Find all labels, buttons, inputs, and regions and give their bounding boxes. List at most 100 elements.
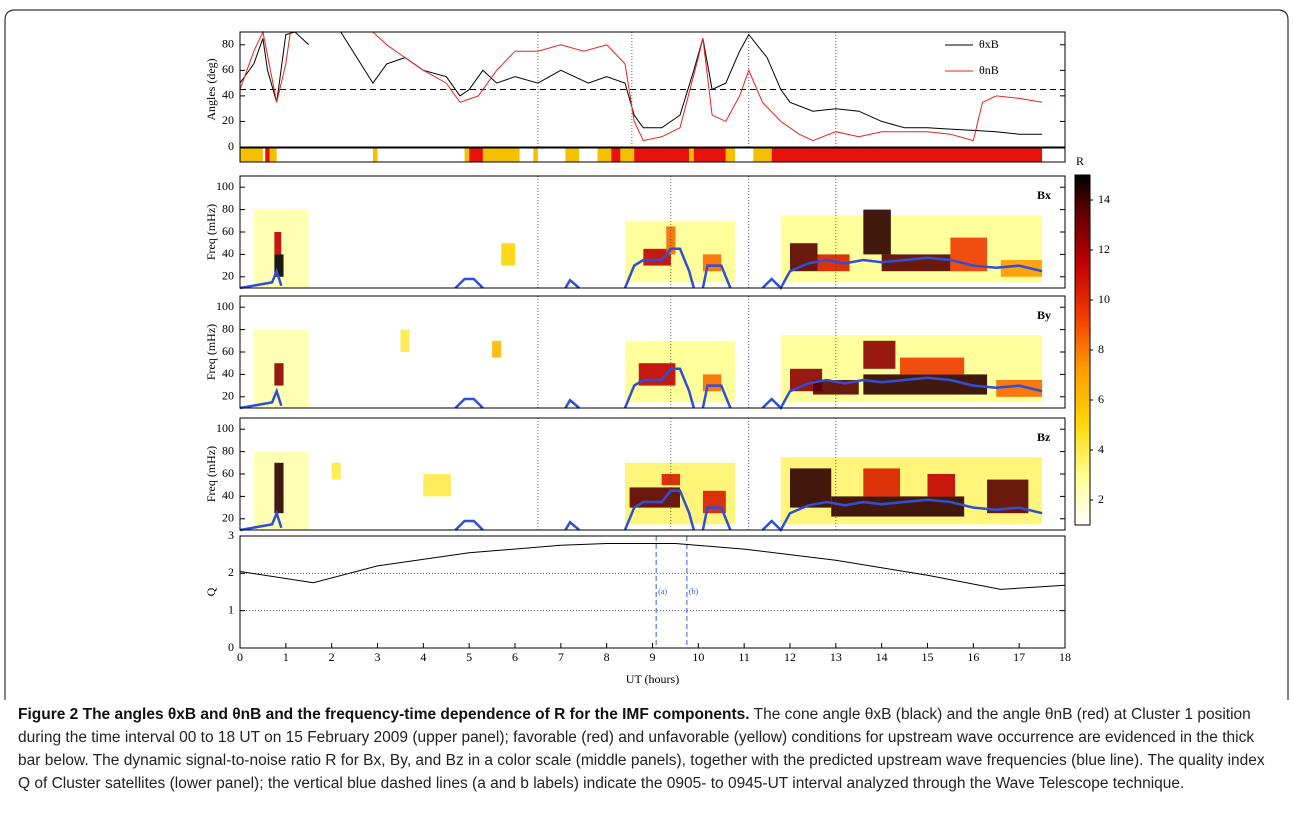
plot-frame <box>239 147 1066 163</box>
lines <box>240 489 1043 533</box>
heat-cell <box>666 226 676 255</box>
condition-segment <box>533 148 538 162</box>
series-line <box>240 31 1043 135</box>
colorbar-label: R <box>1076 154 1084 168</box>
y-tick-label: 80 <box>222 37 234 51</box>
heat-cell <box>863 209 891 255</box>
colorbar-tick-label: 10 <box>1098 292 1110 306</box>
x-tick-label: 18 <box>1059 650 1071 664</box>
heat-cell <box>492 340 502 358</box>
y-axis-label: Angles (deg) <box>204 58 218 120</box>
lines <box>240 543 1065 590</box>
condition-segment <box>265 148 270 162</box>
colorbar-tick-label: 4 <box>1098 442 1104 456</box>
y-axis-label: Freq (mHz) <box>204 324 218 380</box>
x-tick-label: 10 <box>692 650 704 664</box>
heat-cell <box>863 374 988 395</box>
x-tick-label: 2 <box>329 650 335 664</box>
condition-segment <box>689 148 694 162</box>
heat-cell <box>790 243 818 272</box>
component-label: Bz <box>1037 430 1051 444</box>
series-line <box>240 543 1065 590</box>
y-tick-label: 20 <box>222 269 234 283</box>
heat-cell <box>831 496 965 517</box>
x-tick-label: 13 <box>830 650 842 664</box>
y-tick-label: 40 <box>222 88 234 102</box>
lines <box>240 247 1043 291</box>
x-tick-label: 4 <box>420 650 426 664</box>
colorbar-tick-label: 8 <box>1098 342 1104 356</box>
y-tick-label: 2 <box>228 565 234 579</box>
heat-cell <box>863 468 900 497</box>
x-tick-label: 15 <box>922 650 934 664</box>
heat-cell <box>927 474 955 497</box>
heat-cell <box>638 363 676 386</box>
condition-segment <box>771 148 1043 162</box>
y-tick-label: 60 <box>222 62 234 76</box>
caption-text: The cone angle θxB (black) and the angle… <box>18 706 1265 792</box>
x-tick-label: 11 <box>738 650 750 664</box>
condition-segment <box>240 148 263 162</box>
heat-cell <box>996 380 1043 397</box>
y-tick-label: 40 <box>222 366 234 380</box>
heat-cell <box>817 254 850 272</box>
y-tick-label: 60 <box>222 224 234 238</box>
y-tick-label: 20 <box>222 113 234 127</box>
plot-frame <box>239 535 1066 649</box>
heat-cell <box>881 254 951 272</box>
interval-label: (b) <box>689 587 699 596</box>
condition-segment <box>753 148 772 162</box>
y-tick-label: 80 <box>222 321 234 335</box>
y-tick-label: 3 <box>228 528 234 542</box>
y-tick-label: 80 <box>222 443 234 457</box>
heat-cell <box>400 329 410 352</box>
condition-segment <box>464 148 470 162</box>
heat-cell <box>1000 260 1043 277</box>
y-tick-label: 60 <box>222 466 234 480</box>
heat-cell <box>900 357 965 375</box>
condition-segment <box>634 148 690 162</box>
heat-cell <box>423 474 451 497</box>
x-axis-label: UT (hours) <box>626 672 679 686</box>
y-tick-label: 1 <box>228 602 234 616</box>
condition-segment <box>611 148 621 162</box>
colorbar <box>1074 174 1091 526</box>
condition-segment <box>693 148 726 162</box>
x-tick-label: 8 <box>604 650 610 664</box>
heat-cell <box>274 462 284 514</box>
colorbar-tick-label: 14 <box>1098 192 1110 206</box>
x-tick-label: 1 <box>283 650 289 664</box>
caption: Figure 2 The angles θxB and θnB and the … <box>18 703 1280 795</box>
x-tick-label: 7 <box>558 650 564 664</box>
x-tick-label: 12 <box>784 650 796 664</box>
lines <box>240 30 1043 142</box>
heat-cell <box>863 340 896 369</box>
plot-frame <box>239 31 1066 148</box>
caption-title: Figure 2 The angles θxB and θnB and the … <box>18 706 750 723</box>
x-tick-label: 17 <box>1013 650 1025 664</box>
colorbar-tick-label: 2 <box>1098 492 1104 506</box>
heat-cell <box>331 462 341 480</box>
heat-cell <box>790 468 832 508</box>
colorbar-tick-label: 12 <box>1098 242 1110 256</box>
heat-cell <box>274 232 282 255</box>
series-line <box>240 489 1043 533</box>
y-tick-label: 100 <box>216 179 234 193</box>
condition-segment <box>482 148 520 162</box>
frame <box>4 9 1289 700</box>
x-tick-label: 6 <box>512 650 518 664</box>
heat-cell <box>274 254 284 277</box>
series-line <box>240 367 1043 411</box>
x-tick-label: 14 <box>876 650 888 664</box>
y-tick-label: 40 <box>222 488 234 502</box>
y-axis-label: Freq (mHz) <box>204 204 218 260</box>
y-tick-label: 20 <box>222 389 234 403</box>
colorbar-tick-label: 6 <box>1098 392 1104 406</box>
x-tick-label: 16 <box>967 650 979 664</box>
heat-cell <box>661 474 680 486</box>
condition-segment <box>565 148 580 162</box>
condition-segment <box>372 148 378 162</box>
